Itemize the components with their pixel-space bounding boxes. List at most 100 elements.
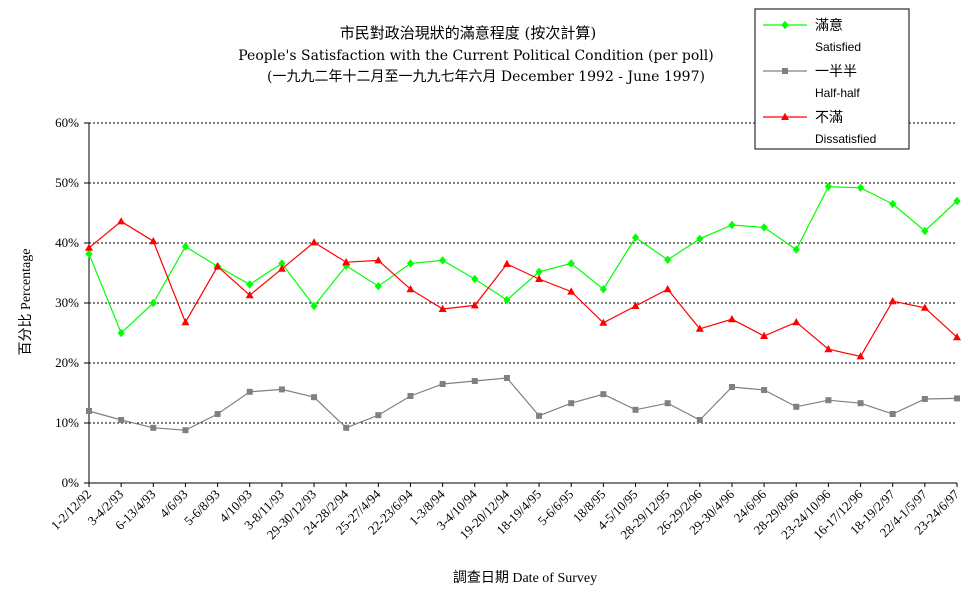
data-point [728, 384, 735, 390]
data-point [471, 274, 479, 284]
data-point [118, 417, 125, 423]
data-point [503, 375, 510, 381]
data-point [664, 400, 671, 407]
chart-subtitle: People's Satisfaction with the Current P… [238, 48, 713, 64]
data-point [470, 301, 479, 309]
y-tick-label: 50% [55, 175, 79, 190]
y-tick-labels: 0% 10% 20% 30% 40% 50% 60% [55, 115, 79, 490]
data-point [406, 259, 415, 268]
data-point [406, 285, 415, 293]
data-point [246, 280, 254, 289]
x-tick-labels: 1-2/12/923-4/2/936-13/4/934/6/935-6/8/93… [48, 483, 962, 542]
chart-title: 市民對政治現狀的滿意程度 (按次計算) [340, 24, 596, 42]
series-half-half [86, 375, 960, 434]
series-line [88, 185, 958, 335]
data-point [375, 412, 382, 419]
x-tick-label: 1-2/12/92 [48, 487, 94, 533]
data-point [599, 285, 607, 294]
legend-label: 不滿 [815, 110, 843, 126]
data-point [86, 408, 92, 414]
data-point [953, 196, 961, 206]
data-point [502, 259, 511, 267]
data-point [888, 297, 897, 305]
data-point [824, 345, 833, 353]
data-point [792, 318, 801, 326]
legend-label-en: Dissatisfied [815, 132, 876, 146]
data-point [792, 245, 800, 254]
data-point [889, 199, 897, 209]
data-point [761, 387, 768, 393]
data-point [182, 427, 189, 434]
data-point [149, 237, 158, 245]
data-point [664, 255, 672, 264]
chart-subtitle-2: (一九九二年十二月至一九九七年六月 December 1992 - June 1… [267, 69, 705, 85]
legend: 滿意 Satisfied 一半半 Half-half 不滿 Dissatisfied [754, 8, 910, 150]
y-tick-label: 20% [55, 355, 79, 370]
data-point [696, 234, 704, 243]
data-point [760, 223, 768, 232]
data-point [439, 381, 446, 387]
data-point [535, 267, 543, 276]
data-point [856, 352, 865, 360]
data-point [150, 424, 157, 431]
data-point [149, 298, 157, 308]
data-point [214, 411, 221, 417]
data-point [85, 243, 93, 251]
data-point [631, 301, 640, 309]
data-point [825, 397, 832, 404]
axes [88, 123, 957, 484]
data-point [696, 417, 703, 423]
y-tick-label: 0% [62, 475, 80, 490]
gridlines [84, 122, 957, 484]
data-point [567, 259, 575, 268]
data-point [953, 333, 961, 341]
data-point [600, 391, 607, 398]
data-point [310, 301, 318, 311]
data-point [439, 256, 447, 265]
data-point [920, 303, 929, 311]
legend-label-en: Satisfied [815, 40, 861, 54]
data-point [213, 262, 222, 270]
data-point [567, 287, 576, 295]
data-point [117, 217, 126, 225]
data-point [727, 315, 736, 323]
data-point [728, 220, 736, 230]
data-point [856, 183, 865, 192]
data-point [889, 411, 896, 417]
data-point [311, 394, 318, 401]
y-axis-label: 百分比 Percentage [18, 249, 34, 356]
legend-marker [781, 20, 789, 30]
data-point [632, 406, 639, 413]
y-tick-label: 60% [55, 115, 79, 130]
data-point [568, 400, 575, 407]
series-layer [85, 182, 961, 434]
y-tick-label: 10% [55, 415, 79, 430]
data-point [536, 412, 543, 419]
data-point [503, 295, 511, 305]
data-point [760, 331, 769, 339]
data-point [85, 249, 93, 258]
data-point [471, 378, 478, 384]
data-point [278, 386, 285, 393]
data-point [535, 274, 544, 282]
x-axis-label: 調查日期 Date of Survey [453, 570, 597, 586]
x-tick-label: 5-6/6/95 [535, 487, 577, 529]
data-point [374, 282, 382, 291]
legend-label: 一半半 [815, 64, 857, 80]
data-point [343, 424, 350, 431]
data-point [824, 182, 833, 191]
data-point [663, 285, 672, 293]
data-point [310, 238, 319, 246]
legend-marker [781, 112, 789, 120]
legend-items: 滿意 Satisfied 一半半 Half-half 不滿 Dissatisfied [763, 17, 876, 146]
legend-box [754, 8, 910, 150]
y-tick-label: 30% [55, 295, 79, 310]
data-point [245, 291, 254, 299]
data-point [857, 400, 864, 407]
data-point [342, 258, 351, 266]
data-point [246, 388, 253, 395]
data-point [407, 393, 414, 399]
data-point [117, 328, 125, 338]
y-tick-label: 40% [55, 235, 79, 250]
